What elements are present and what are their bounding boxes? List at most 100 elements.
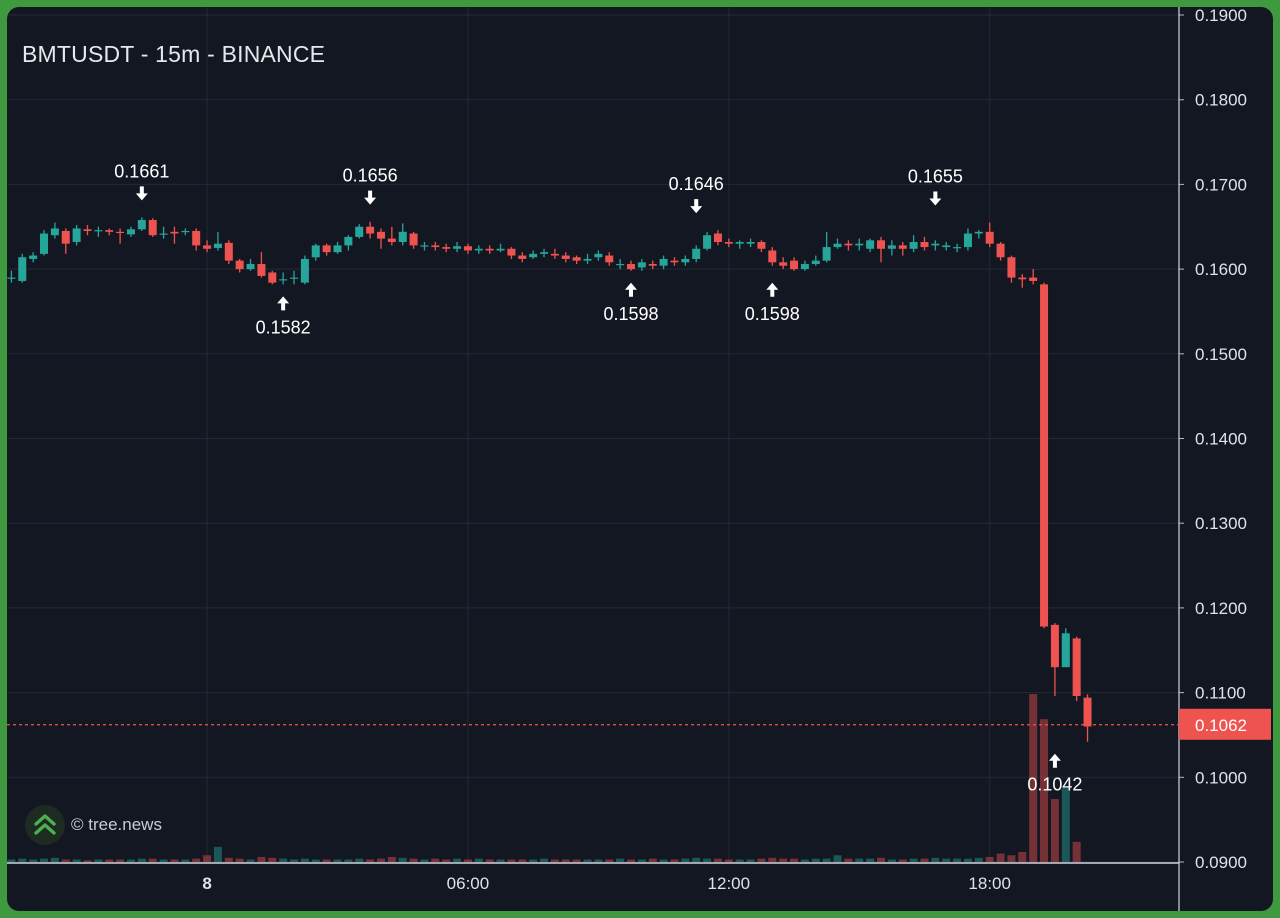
candlestick-chart[interactable]: 0.0900 0.1000 0.1100 0.1200 0.1300 0.1400 0.15… — [7, 7, 1273, 911]
arrow-up-icon — [766, 282, 779, 297]
y-tick-label: 0.1200 — [1195, 599, 1247, 618]
volume-bar — [453, 858, 462, 862]
volume-bar — [920, 858, 929, 862]
candle-body — [1061, 633, 1070, 668]
candle-body — [1040, 284, 1049, 627]
candle-body — [322, 245, 331, 253]
arrow-up-icon — [624, 282, 637, 297]
candle-body — [72, 228, 81, 242]
candle-body — [583, 258, 592, 261]
volume-bar — [1007, 855, 1016, 862]
candle-body — [170, 231, 179, 234]
candle-body — [996, 243, 1005, 258]
y-tick-label: 0.1300 — [1195, 514, 1247, 533]
candle-body — [735, 241, 744, 244]
arrow-down-icon — [364, 190, 377, 205]
y-tick-label: 0.1100 — [1195, 684, 1246, 703]
volume-bar — [768, 857, 777, 862]
candle-body — [529, 253, 538, 258]
volume-bar — [159, 859, 168, 862]
candle-body — [442, 247, 451, 249]
volume-bar — [213, 846, 222, 862]
volume-bar — [235, 858, 244, 862]
candle-body — [387, 238, 396, 242]
volume-bar — [148, 858, 157, 862]
candle-body — [757, 241, 766, 249]
candle-body — [594, 253, 603, 258]
y-tick-label: 0.1600 — [1195, 260, 1247, 279]
volume-bar — [322, 859, 331, 862]
volume-bar — [311, 859, 320, 862]
chart-title: BMTUSDT - 15m - BINANCE — [22, 41, 326, 67]
volume-bar — [18, 858, 27, 862]
arrow-down-icon — [135, 186, 148, 201]
volume-bar — [692, 857, 701, 862]
volume-bar — [116, 859, 125, 862]
volume-bar — [170, 859, 179, 862]
candle-body — [605, 255, 614, 263]
volume-bar — [463, 859, 472, 862]
candle-body — [366, 226, 375, 234]
candle-body — [637, 262, 646, 268]
low-price-annotation: 0.1598 — [603, 304, 658, 324]
arrow-up-icon — [277, 296, 290, 311]
candle-body — [1029, 277, 1038, 281]
y-tick-label: 0.1000 — [1195, 768, 1247, 787]
volume-bar — [290, 859, 299, 862]
candle-body — [1083, 697, 1092, 727]
volume-bar — [224, 857, 233, 862]
candle-body — [626, 264, 635, 270]
candle-body — [616, 264, 625, 266]
volume-bar — [724, 859, 733, 862]
volume-bar — [811, 858, 820, 862]
volume-bar — [1018, 851, 1027, 862]
high-price-annotation: 0.1655 — [908, 167, 963, 187]
candle-body — [50, 228, 59, 236]
candle-body — [355, 226, 364, 237]
candle-body — [496, 248, 505, 251]
volume-bar — [877, 857, 885, 862]
candle-body — [344, 236, 353, 246]
volume-bar — [648, 858, 657, 862]
candle-body — [779, 262, 788, 266]
volume-bar — [50, 857, 59, 862]
volume-bar — [83, 860, 92, 862]
candle-body — [311, 245, 320, 258]
candle-body — [300, 258, 309, 283]
candle-body — [257, 264, 266, 276]
volume-bar — [40, 858, 49, 862]
low-price-annotation: 0.1582 — [256, 317, 311, 337]
candle-body — [29, 255, 38, 259]
y-tick-label: 0.1700 — [1195, 175, 1247, 194]
volume-bar — [431, 858, 440, 862]
candle-body — [40, 233, 49, 254]
candle-body — [181, 230, 190, 233]
volume-bar — [203, 855, 212, 862]
x-tick-label: 18:00 — [968, 874, 1011, 893]
volume-bar — [757, 858, 766, 862]
candle-body — [833, 243, 842, 248]
candle-body — [974, 231, 983, 234]
candle-body — [855, 243, 864, 246]
candle-body — [800, 264, 809, 270]
volume-bar — [931, 857, 940, 862]
candle-body — [474, 248, 483, 251]
candle-body — [1007, 257, 1016, 278]
candle-body — [713, 233, 722, 242]
y-tick-label: 0.1900 — [1195, 7, 1247, 25]
volume-bar — [94, 859, 103, 862]
volume-bar — [126, 859, 135, 862]
candle-body — [235, 260, 244, 270]
volume-bar — [279, 858, 288, 862]
candle-body — [116, 231, 125, 234]
candle-body — [105, 230, 114, 232]
volume-bar — [703, 858, 712, 862]
volume-bar — [550, 859, 559, 862]
volume-bar — [855, 858, 864, 862]
volume-bar — [344, 859, 353, 862]
y-tick-label: 0.0900 — [1195, 853, 1247, 872]
tree-news-logo-icon — [25, 805, 65, 845]
candle-body — [18, 257, 27, 281]
volume-bar — [985, 856, 994, 862]
volume-bar — [61, 859, 70, 862]
